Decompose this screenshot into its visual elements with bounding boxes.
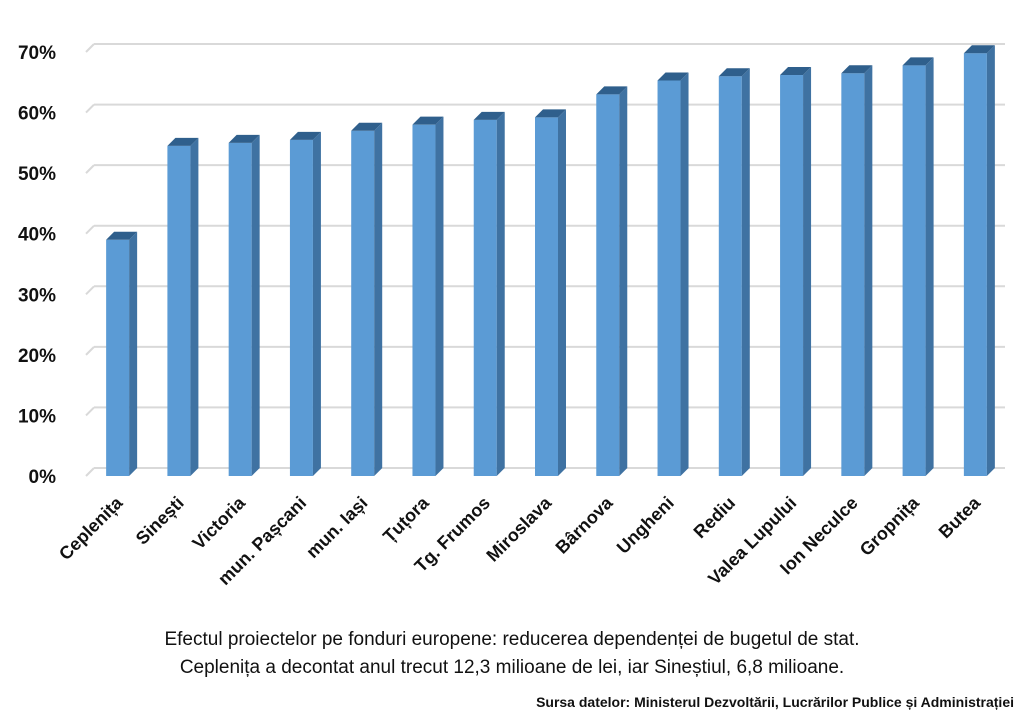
bar-front <box>902 65 926 476</box>
gridline-depth <box>85 346 95 356</box>
x-tick-label: Gropnița <box>856 492 924 560</box>
y-tick-label: 70% <box>18 43 56 64</box>
x-tick-label: Bârnova <box>552 492 618 558</box>
y-tick-label: 0% <box>29 467 57 488</box>
y-tick-label: 40% <box>18 225 56 246</box>
x-tick-label: Ungheni <box>613 493 678 558</box>
gridline-depth <box>85 225 95 235</box>
bar-front <box>718 76 742 476</box>
bar-top <box>351 122 383 131</box>
bar <box>106 231 138 476</box>
gridline-depth <box>85 467 95 477</box>
bar <box>841 65 873 476</box>
bar-front <box>657 80 681 477</box>
x-tick-label: Rediu <box>690 493 740 543</box>
bar-top <box>289 131 321 140</box>
bar-top <box>902 57 934 66</box>
bar-front <box>167 145 191 476</box>
bar-side <box>558 109 566 476</box>
bar-side <box>864 65 873 476</box>
bar-side <box>925 57 934 476</box>
bar <box>289 131 321 477</box>
bar-front <box>289 139 313 477</box>
bar-top <box>841 65 873 74</box>
bar-front <box>412 124 436 476</box>
bar-top <box>106 231 138 240</box>
data-source-note: Sursa datelor: Ministerul Dezvoltării, L… <box>536 694 1014 710</box>
bar <box>473 111 505 476</box>
bar-front <box>596 94 620 477</box>
y-tick-label: 20% <box>18 346 56 367</box>
bar-side <box>251 134 260 476</box>
bar-side <box>496 111 505 476</box>
bar-front <box>106 239 130 476</box>
bars <box>106 45 995 477</box>
bar-front <box>963 53 987 477</box>
bar-front <box>535 117 558 476</box>
y-tick-label: 60% <box>18 104 56 125</box>
x-tick-label: Ceplenița <box>55 492 127 564</box>
bar-front <box>473 119 497 476</box>
bar-front <box>228 142 252 476</box>
bar <box>780 67 812 476</box>
bar-side <box>986 45 995 477</box>
gridline-depth <box>85 103 95 114</box>
bar-top <box>167 137 199 146</box>
bar-top <box>963 45 995 54</box>
y-tick-label: 30% <box>18 285 56 306</box>
bar-side <box>435 116 444 476</box>
x-tick-label: Butea <box>935 492 985 542</box>
bar <box>963 45 995 477</box>
bar <box>535 109 566 476</box>
bar-side <box>312 131 321 477</box>
bar-front <box>351 130 375 476</box>
bar-chart: 0% 10% 20% 30% 40% 50% 60% 70% Ceplenița Sinești… <box>18 43 1005 589</box>
bar-side <box>803 67 812 476</box>
x-tick-label: mun. Iași <box>302 493 371 562</box>
caption-line-1: Efectul proiectelor pe fonduri europene:… <box>164 629 860 650</box>
bar <box>657 72 689 477</box>
bar <box>718 68 750 476</box>
bar-top <box>535 109 566 118</box>
x-tick-label: Sinești <box>132 493 188 549</box>
bar-top <box>228 134 260 143</box>
gridline-depth <box>85 406 95 417</box>
y-tick-label: 50% <box>18 164 56 185</box>
y-tick-label: 10% <box>18 406 56 427</box>
bar-front <box>841 73 865 476</box>
bar-top <box>780 67 812 76</box>
bar-side <box>129 231 138 476</box>
bar-side <box>619 86 628 477</box>
bar-side <box>374 122 383 476</box>
bar-top <box>657 72 689 81</box>
bar <box>412 116 444 476</box>
bar-top <box>412 116 444 125</box>
y-axis-ticks: 0% 10% 20% 30% 40% 50% 60% 70% <box>18 43 56 488</box>
bar-top <box>473 111 505 120</box>
gridline-depth <box>85 164 95 174</box>
bar-side <box>680 72 689 477</box>
bar-front <box>780 75 804 476</box>
x-tick-label: Țuțora <box>379 492 433 546</box>
bar-top <box>596 86 628 95</box>
bar <box>596 86 628 477</box>
bar <box>351 122 383 476</box>
gridline-depth <box>85 43 95 53</box>
caption-line-2: Ceplenița a decontat anul trecut 12,3 mi… <box>179 657 845 678</box>
x-tick-label: Miroslava <box>482 492 556 566</box>
gridline-depth <box>85 285 95 295</box>
bar-top <box>718 68 750 77</box>
bar <box>167 137 199 476</box>
bar-side <box>741 68 750 476</box>
bar <box>228 134 260 476</box>
x-tick-label: Victoria <box>188 492 249 553</box>
bar <box>902 57 934 476</box>
bar-side <box>190 137 199 476</box>
